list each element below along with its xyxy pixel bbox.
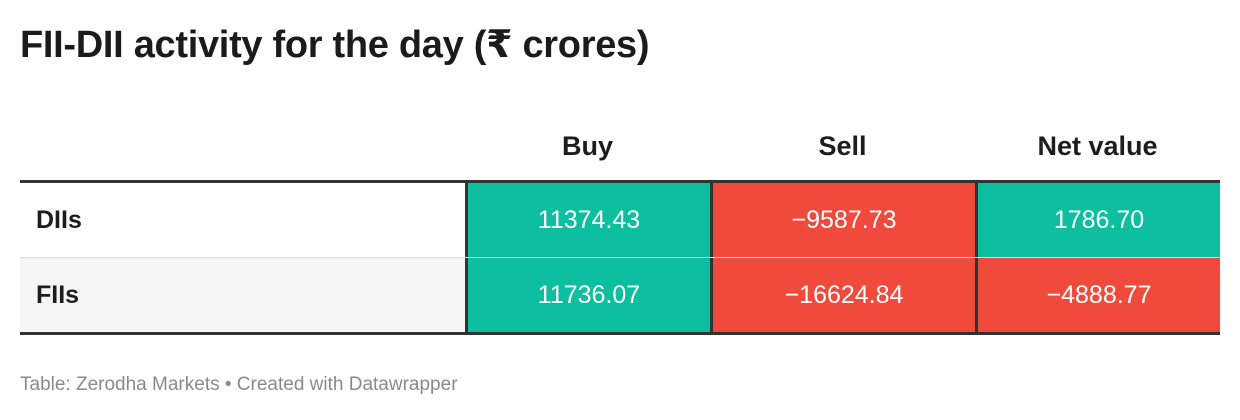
cell-fiis-net-value: −4888.77: [975, 258, 1220, 332]
chart-title: FII-DII activity for the day (₹ crores): [20, 24, 650, 66]
cell-diis-net-value: 1786.70: [975, 183, 1220, 257]
header-label-spacer: [20, 112, 465, 180]
header-rule: [20, 180, 1220, 183]
fii-dii-table: Buy Sell Net value DIIs 11374.43 −9587.7…: [20, 112, 1220, 335]
row-label-fiis: FIIs: [36, 280, 80, 309]
table-header-row: Buy Sell Net value: [20, 112, 1220, 180]
source-credit: Table: Zerodha Markets • Created with Da…: [20, 374, 458, 395]
row-label-diis: DIIs: [36, 205, 82, 234]
cell-diis-sell: −9587.73: [710, 183, 975, 257]
table-row-fiis: FIIs 11736.07 −16624.84 −4888.77: [20, 258, 1220, 332]
column-header-net-value: Net value: [1037, 130, 1158, 161]
cell-fiis-buy: 11736.07: [465, 258, 710, 332]
cell-fiis-sell: −16624.84: [710, 258, 975, 332]
table-row-diis: DIIs 11374.43 −9587.73 1786.70: [20, 183, 1220, 257]
row-separator: [20, 257, 1220, 258]
footer-rule: [20, 332, 1220, 335]
column-header-buy: Buy: [561, 130, 613, 161]
column-header-sell: Sell: [818, 130, 867, 161]
cell-diis-buy: 11374.43: [465, 183, 710, 257]
